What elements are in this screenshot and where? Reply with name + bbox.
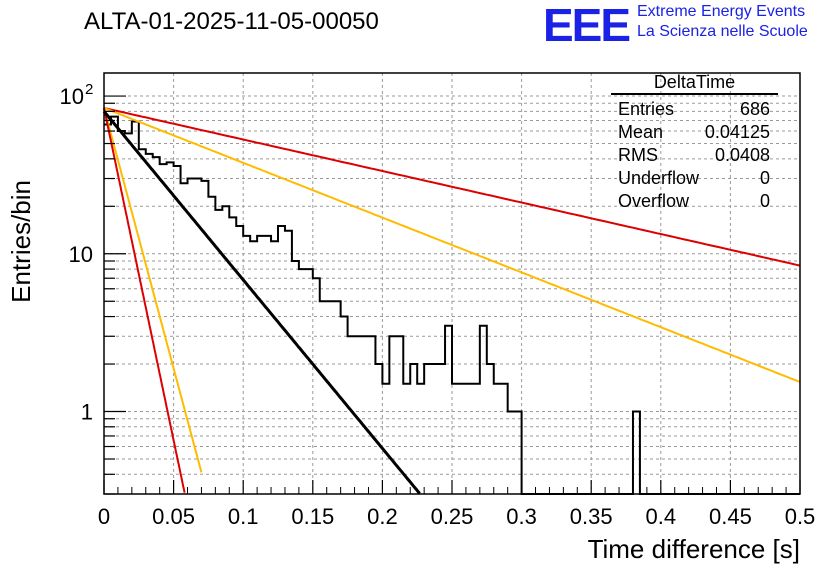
stats-label: Underflow [618,168,700,188]
histogram-bin [229,217,236,494]
stats-row-mean: Mean 0.04125 [608,121,778,144]
histogram-bin [327,301,334,494]
x-tick-label: 0.4 [646,504,677,529]
histogram-bin [515,412,522,494]
histogram-bin [452,384,459,494]
histogram-bin [250,241,257,494]
histogram-bars [104,115,800,495]
histogram-bin [445,326,452,494]
eee-logo: EEE [543,0,631,51]
x-tick-label: 0.5 [785,504,816,529]
x-tick-label: 0.1 [228,504,259,529]
curve-exp-orange-slow [103,107,801,383]
chart-title: ALTA-01-2025-11-05-00050 [84,8,379,35]
stats-row-entries: Entries 686 [608,98,778,121]
histogram-bin [222,206,229,494]
histogram-bin [494,384,501,494]
stats-value: 0.04125 [704,122,770,142]
eee-subtitle-2: La Scienza nelle Scuole [637,23,808,40]
histogram-bin [132,121,139,494]
stats-label: Mean [618,122,664,142]
histogram-bin [368,336,375,494]
axis-ticks [103,95,801,495]
histogram-bin [153,157,160,494]
x-tick-label: 0.05 [152,504,195,529]
x-tick-label: 0.45 [709,504,752,529]
x-tick-label: 0.15 [291,504,334,529]
histogram-bin [299,269,306,494]
curve-exp-orange-fast [103,107,203,473]
x-tick-label: 0.3 [506,504,537,529]
histogram-bin [104,125,111,494]
eee-subtitle-1: Extreme Energy Events [637,3,806,20]
histogram-bin [236,226,243,494]
y-tick-exponent: 2 [85,81,93,98]
y-tick-label: 10 [60,84,84,109]
histogram-bin [264,236,271,494]
histogram-bin [257,236,264,494]
curve-fit [102,110,421,495]
histogram-bin [466,384,473,494]
y-tick-label: 1 [81,400,93,425]
histogram-bin [459,384,466,494]
x-tick-label: 0.35 [570,504,613,529]
stats-row-rms: RMS 0.0408 [608,144,778,167]
histogram-bin [389,336,396,494]
histogram-bin [313,278,320,494]
y-tick-label: 10 [69,242,93,267]
x-tick-label: 0.25 [431,504,474,529]
stats-value: 0 [759,191,770,211]
x-tick-labels: 0 0.05 0.1 0.15 0.2 0.25 0.3 0.35 0.4 0.45 0.5 [98,504,815,529]
histogram-bin [167,162,174,494]
histogram-bin [306,269,313,494]
stats-value: 0.0408 [714,145,770,165]
stats-row-underflow: Underflow 0 [608,167,778,190]
curve-exp-red-slow [103,107,801,267]
histogram-bin [473,384,480,494]
histogram-bin [278,226,285,494]
fit-curves [102,107,801,495]
histogram-bin [320,301,327,494]
histogram-bin [243,236,250,494]
curve-exp-red-fast [103,107,186,493]
histogram-bin [501,384,508,494]
x-tick-label: 0.2 [367,504,398,529]
histogram-bin [271,241,278,494]
stats-label: Entries [618,99,675,119]
y-axis-label: Entries/bin [6,180,36,303]
histogram-bin [362,336,369,494]
stats-value: 686 [739,99,770,119]
x-axis-label: Time difference [s] [588,534,800,564]
stats-label: RMS [618,145,658,165]
histogram-bin [139,149,146,494]
stats-box: DeltaTime Entries 686 Mean 0.04125 RMS 0… [608,73,778,213]
stats-title: DeltaTime [611,73,778,95]
histogram-outline [104,115,800,495]
histogram-bin [181,183,188,494]
histogram-bin [285,231,292,494]
histogram-bin [382,384,389,494]
stats-value: 0 [759,168,770,188]
histogram-bin [633,412,640,494]
histogram-bin [508,412,515,494]
histogram-bin [417,384,424,494]
stats-label: Overflow [618,191,690,211]
x-tick-label: 0 [98,504,110,529]
histogram-bin [480,326,487,494]
histogram-bin [201,181,208,494]
stats-row-overflow: Overflow 0 [608,190,778,213]
